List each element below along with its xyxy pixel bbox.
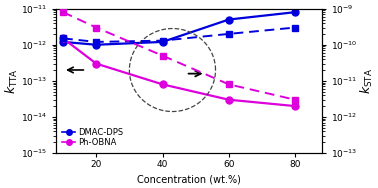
Y-axis label: $k_{\mathrm{STA}}$: $k_{\mathrm{STA}}$	[358, 68, 375, 94]
X-axis label: Concentration (wt.%): Concentration (wt.%)	[137, 174, 241, 185]
Legend: DMAC-DPS, Ph-OBNA: DMAC-DPS, Ph-OBNA	[60, 126, 125, 149]
Y-axis label: $k_{\mathrm{TTA}}$: $k_{\mathrm{TTA}}$	[3, 68, 20, 94]
